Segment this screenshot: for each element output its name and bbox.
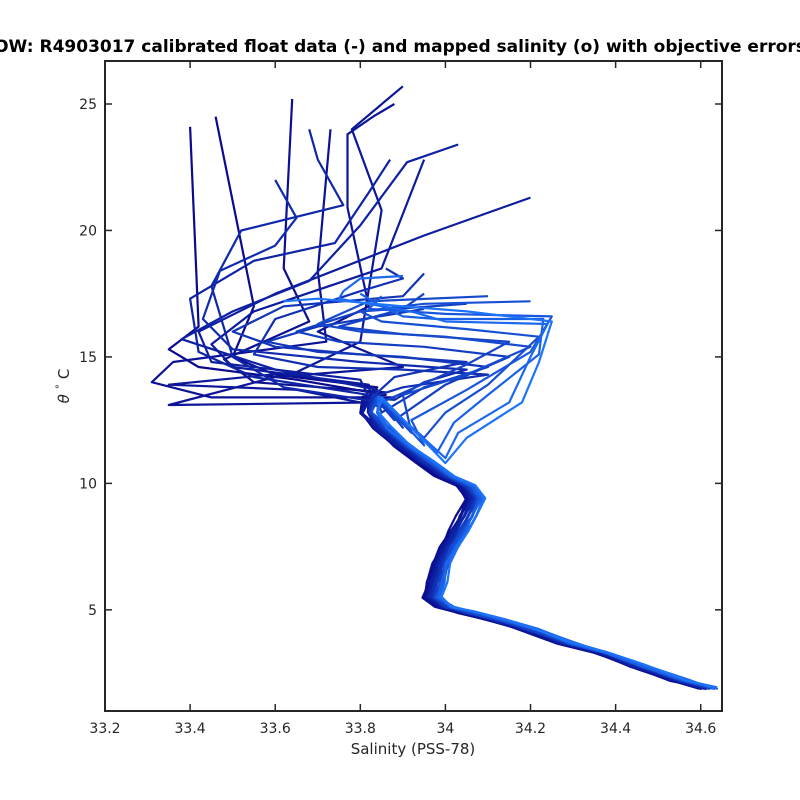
y-tick-label: 5 <box>88 603 97 619</box>
y-tick-label: 10 <box>79 476 97 492</box>
x-tick-label: 34.4 <box>600 721 631 737</box>
y-tick-label: 25 <box>79 97 97 113</box>
chart-title: OW: R4903017 calibrated float data (-) a… <box>0 37 800 57</box>
x-tick-label: 33.4 <box>175 721 206 737</box>
x-tick-label: 33.6 <box>260 721 291 737</box>
x-tick-label: 34.6 <box>685 721 716 737</box>
y-tick-label: 15 <box>79 350 97 366</box>
y-axis-symbol: θ <box>55 394 73 403</box>
x-tick-label: 33.8 <box>345 721 376 737</box>
x-tick-label: 34.2 <box>515 721 546 737</box>
y-tick-label: 20 <box>79 223 97 239</box>
x-tick-label: 33.2 <box>89 721 120 737</box>
profile-line <box>283 297 718 689</box>
y-axis-label: θ°C <box>55 369 73 404</box>
x-axis-label: Salinity (PSS-78) <box>351 740 476 758</box>
y-axis: 5 10 15 20 25 <box>79 97 722 619</box>
y-axis-unit: C <box>55 369 73 379</box>
x-axis: 33.2 33.4 33.6 33.8 34 34.2 34.4 34.6 <box>89 61 716 737</box>
plot-frame <box>104 60 723 712</box>
profiles-layer <box>150 85 719 691</box>
x-tick-label: 34 <box>436 721 454 737</box>
